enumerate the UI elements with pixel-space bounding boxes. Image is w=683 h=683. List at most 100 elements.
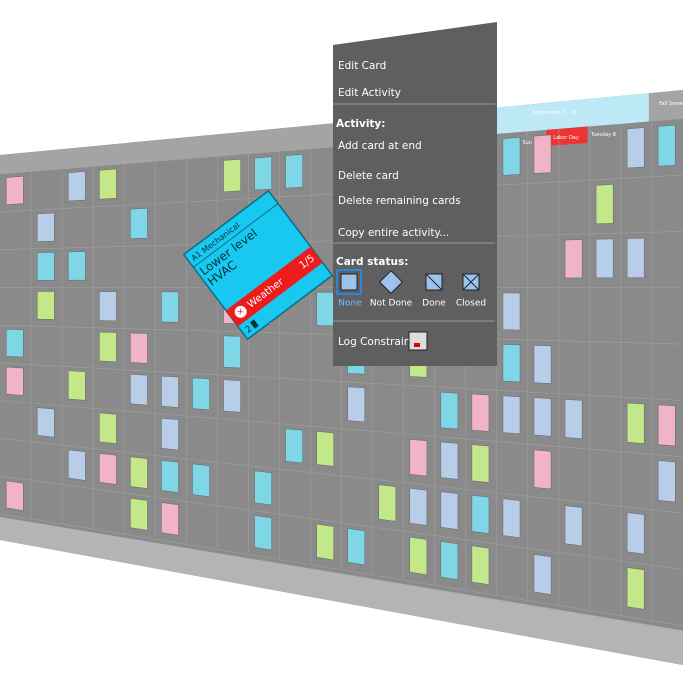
status-selected	[336, 269, 362, 295]
menu-item[interactable]: Edit Card	[338, 60, 386, 72]
mini-card	[285, 428, 303, 464]
constraint-icon-x: ✕	[235, 306, 246, 317]
header-label: Labor Day	[553, 135, 579, 141]
status-label[interactable]: Not Done	[370, 299, 413, 309]
mini-card	[316, 523, 334, 561]
mini-card	[657, 404, 676, 447]
mini-card	[161, 291, 179, 323]
mini-card	[533, 134, 552, 174]
board: September 7 - 13 Labor Day Tuesday 8 Sun 6 F…	[0, 90, 683, 665]
menu-item[interactable]: Copy entire activity...	[338, 227, 449, 239]
mini-card	[161, 375, 179, 408]
mini-card	[316, 431, 334, 467]
menu-item[interactable]: Edit Activity	[338, 87, 401, 99]
mini-card	[626, 237, 645, 278]
header-label: September 7 - 13	[533, 110, 577, 116]
mini-card	[68, 370, 86, 401]
mini-card	[99, 331, 117, 363]
menu-item[interactable]: Delete card	[338, 170, 399, 182]
mini-card	[68, 449, 86, 481]
mini-card	[223, 335, 241, 369]
mini-card	[564, 399, 583, 439]
mini-card	[533, 345, 552, 384]
mini-card	[130, 497, 148, 531]
mini-card	[5, 480, 24, 511]
mini-card	[502, 137, 521, 176]
mini-card	[409, 487, 428, 526]
menu-bg	[333, 22, 497, 366]
row-line	[0, 400, 683, 458]
mini-card	[595, 238, 614, 279]
status-label[interactable]: Closed	[456, 299, 486, 309]
mini-card	[347, 386, 366, 423]
mini-card	[37, 407, 55, 438]
card-body	[182, 189, 334, 341]
mini-card	[409, 439, 428, 477]
mini-card	[440, 541, 459, 581]
row-line	[0, 513, 683, 627]
crew-icon	[249, 319, 259, 329]
status-notdone-icon[interactable]	[378, 269, 404, 295]
constraint-band	[225, 246, 323, 327]
status-none-icon[interactable]	[340, 273, 358, 291]
menu-item[interactable]: Add card at end	[338, 140, 422, 152]
mini-card	[285, 154, 303, 189]
holiday-cell	[546, 126, 588, 146]
mini-card	[5, 328, 24, 358]
done-stroke	[425, 273, 443, 291]
menu-item[interactable]: Log Constraint	[338, 336, 415, 348]
crew-size: 2	[244, 324, 255, 335]
mini-card	[5, 366, 24, 396]
week-strip	[491, 93, 649, 135]
mini-card	[564, 505, 583, 547]
mini-card	[5, 176, 24, 205]
mini-card	[347, 528, 366, 566]
menu-item[interactable]: Delete remaining cards	[338, 195, 461, 207]
mini-card	[657, 124, 676, 167]
timeline-strip	[0, 516, 683, 665]
closed-stroke	[462, 273, 480, 291]
mini-card	[99, 168, 117, 200]
mini-card	[130, 208, 148, 239]
mini-card	[440, 441, 459, 480]
row-line	[0, 438, 683, 514]
mini-card	[440, 391, 459, 430]
card-divider	[193, 203, 279, 268]
mini-card	[471, 393, 490, 432]
mini-card	[657, 460, 676, 503]
mini-card	[99, 412, 117, 444]
mini-card	[161, 502, 179, 536]
mini-card	[533, 449, 552, 490]
mini-card	[409, 536, 428, 576]
mini-card	[316, 292, 334, 327]
mini-card	[68, 171, 86, 202]
mini-card	[471, 545, 490, 585]
header-label: Tuesday 8	[590, 132, 616, 138]
context-menu: Edit Card Edit Activity Activity: Add ca…	[333, 22, 497, 366]
header-label: Fall Semester	[659, 101, 683, 107]
mini-card	[533, 554, 552, 595]
mini-card	[223, 158, 241, 193]
mini-card	[626, 567, 645, 610]
mini-card	[595, 184, 614, 225]
mini-card	[440, 491, 459, 530]
mini-card	[502, 498, 521, 538]
mini-card	[533, 397, 552, 437]
header-label: Sun 6	[522, 140, 536, 146]
log-icon-mark	[414, 343, 420, 347]
status-label[interactable]: Done	[422, 299, 446, 309]
mini-card	[37, 291, 55, 320]
mini-card	[130, 456, 148, 489]
mini-card	[130, 374, 148, 406]
mini-card	[130, 332, 148, 364]
mini-card	[161, 417, 179, 451]
card[interactable]: A1 Mechanical Lower level HVAC ✕ Weather…	[182, 189, 334, 341]
mini-card	[223, 379, 241, 413]
status-label[interactable]: None	[338, 299, 362, 309]
mini-card	[626, 402, 645, 444]
mini-card	[254, 515, 272, 551]
mini-card	[564, 239, 583, 279]
mini-card	[626, 127, 645, 169]
log-icon[interactable]	[408, 331, 428, 351]
